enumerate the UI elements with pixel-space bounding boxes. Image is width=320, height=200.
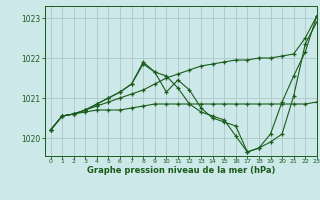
X-axis label: Graphe pression niveau de la mer (hPa): Graphe pression niveau de la mer (hPa) xyxy=(87,166,275,175)
